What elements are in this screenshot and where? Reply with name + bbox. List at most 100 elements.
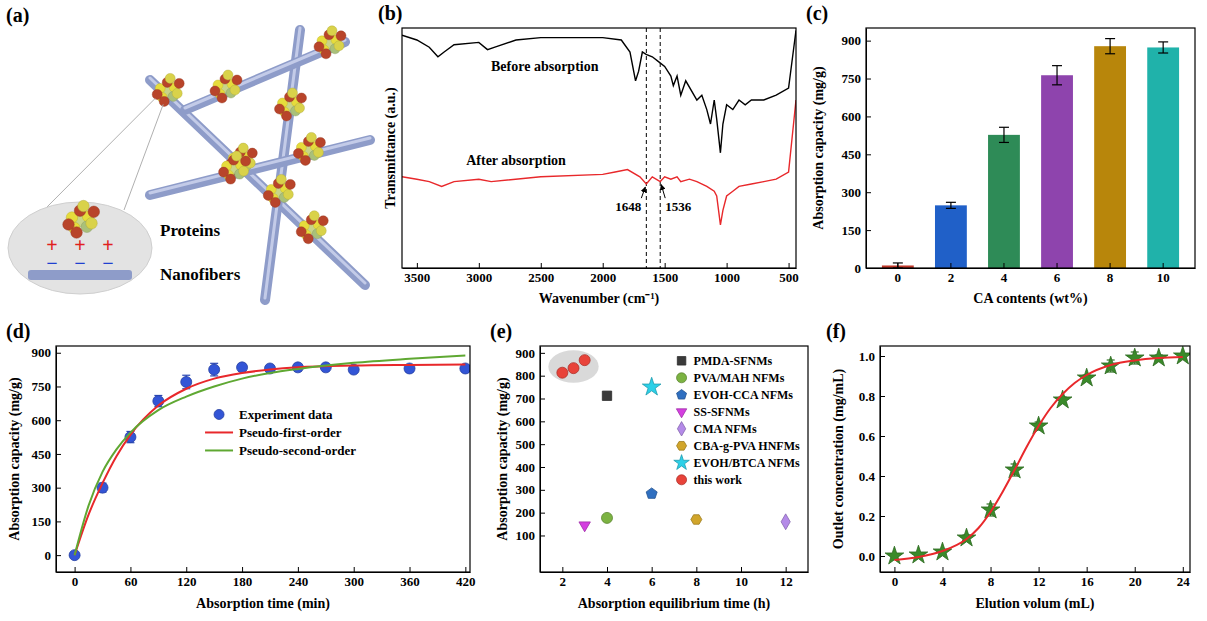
inset	[8, 202, 152, 294]
legend-label: PVA/MAH NFMs	[694, 371, 785, 385]
panel-letter: (b)	[378, 2, 402, 25]
tick-label: 10	[735, 574, 748, 589]
legend-swatch	[214, 409, 224, 419]
tick-label: 2500	[528, 270, 554, 285]
protein	[219, 151, 251, 184]
tick-label: 0	[72, 574, 79, 589]
plot-frame	[880, 346, 1190, 572]
tick: 700	[516, 391, 546, 406]
error-bar	[1056, 66, 1057, 85]
tick-mark	[866, 268, 871, 269]
y-axis-title: Transmittance (a.u.)	[383, 87, 399, 209]
axis-line	[880, 347, 881, 573]
protein-part	[270, 197, 280, 207]
tick-mark	[540, 399, 545, 400]
tick-mark	[541, 263, 542, 268]
tick: 150	[842, 223, 872, 238]
protein-part	[283, 189, 293, 199]
tick-mark	[417, 263, 418, 268]
tick-mark	[540, 353, 545, 354]
y-axis: 0.00.20.40.60.81.0	[859, 347, 885, 573]
point	[1125, 348, 1144, 366]
tick: 600	[32, 413, 62, 428]
tick: 12	[780, 567, 793, 589]
point	[237, 362, 248, 373]
tick: 20	[1129, 567, 1142, 589]
protein-part	[306, 132, 316, 142]
tick-label: 900	[32, 345, 52, 360]
protein-part	[313, 147, 323, 157]
tick-label: 420	[456, 574, 476, 589]
legend-entry: Pseudo-first-order	[205, 425, 342, 440]
nanofiber	[150, 140, 370, 195]
tick: 900	[842, 33, 872, 48]
tick: 0.2	[859, 509, 885, 524]
legend: Experiment dataPseudo-first-orderPseudo-…	[205, 407, 356, 458]
protein-part	[230, 85, 240, 95]
protein-part	[232, 75, 242, 85]
tick: 4	[1001, 263, 1008, 285]
tick-mark	[465, 567, 466, 572]
tick-label: 900	[842, 33, 862, 48]
tick-label: 10	[1157, 270, 1170, 285]
tick-mark	[603, 263, 604, 268]
legend: PMDA-SFNMsPVA/MAH NFMsEVOH-CCA NFMsSS-SF…	[674, 354, 800, 487]
tick-label: 0.4	[859, 469, 876, 484]
protein-part	[336, 31, 346, 41]
tick-label: 450	[842, 147, 862, 162]
tick-mark	[880, 556, 885, 557]
tick-label: 0	[895, 270, 902, 285]
protein-part	[241, 156, 251, 166]
tick-mark	[298, 567, 299, 572]
legend-label: Pseudo-second-order	[239, 443, 356, 458]
panel-letter: (d)	[6, 320, 30, 343]
protein-part	[159, 96, 169, 106]
tick-label: 2000	[590, 270, 616, 285]
legend-entry: EVOH-CCA NFMs	[677, 388, 794, 402]
protein	[293, 132, 325, 165]
panel-xy: 0601201802403003604200150300450600750900…	[6, 320, 476, 612]
tick: 0.6	[859, 429, 885, 444]
protein-part	[238, 143, 248, 153]
panel-letter: (f)	[826, 320, 846, 343]
tick-label: 200	[516, 505, 536, 520]
axis-line	[881, 572, 1191, 573]
point	[568, 363, 579, 374]
tick: 400	[516, 460, 546, 475]
tick-label: 6	[1054, 270, 1061, 285]
point	[579, 522, 590, 532]
tick: 450	[842, 147, 872, 162]
tick-label: 300	[516, 482, 536, 497]
tick: 300	[516, 482, 546, 497]
tick-label: 300	[344, 574, 364, 589]
error-cap	[1105, 38, 1115, 39]
tick-label: 700	[516, 391, 536, 406]
tick-label: 750	[842, 71, 862, 86]
point	[885, 546, 904, 564]
protein	[263, 174, 295, 207]
plot-area	[882, 39, 1179, 268]
legend-entry: EVOH/BTCA NFMs	[674, 455, 800, 470]
tick-label: 3000	[466, 270, 492, 285]
tick-mark	[186, 567, 187, 572]
legend-entry: PVA/MAH NFMs	[677, 371, 785, 385]
tick-mark	[540, 535, 545, 536]
point	[181, 376, 192, 387]
tick-label: 1.0	[859, 349, 875, 364]
tick: 0	[45, 548, 62, 563]
tick-label: 4	[1001, 270, 1008, 285]
tick: 360	[400, 567, 420, 589]
tick-mark	[56, 386, 61, 387]
tick-mark	[1163, 263, 1164, 268]
tick-label: 750	[32, 379, 52, 394]
tick-mark	[540, 467, 545, 468]
panel-diagram: +−+−+−ProteinsNanofibers(a)	[6, 4, 370, 300]
label-proteins: Proteins	[160, 221, 221, 240]
x-axis-title: CA contents (wt%)	[973, 291, 1088, 307]
tick: 2	[948, 263, 955, 285]
y-axis: 0150300450600750900	[842, 29, 872, 276]
tick-mark	[1183, 567, 1184, 572]
tick-mark	[562, 567, 563, 572]
y-axis: 100200300400500600700800900	[516, 346, 546, 573]
tick: 0.8	[859, 389, 885, 404]
